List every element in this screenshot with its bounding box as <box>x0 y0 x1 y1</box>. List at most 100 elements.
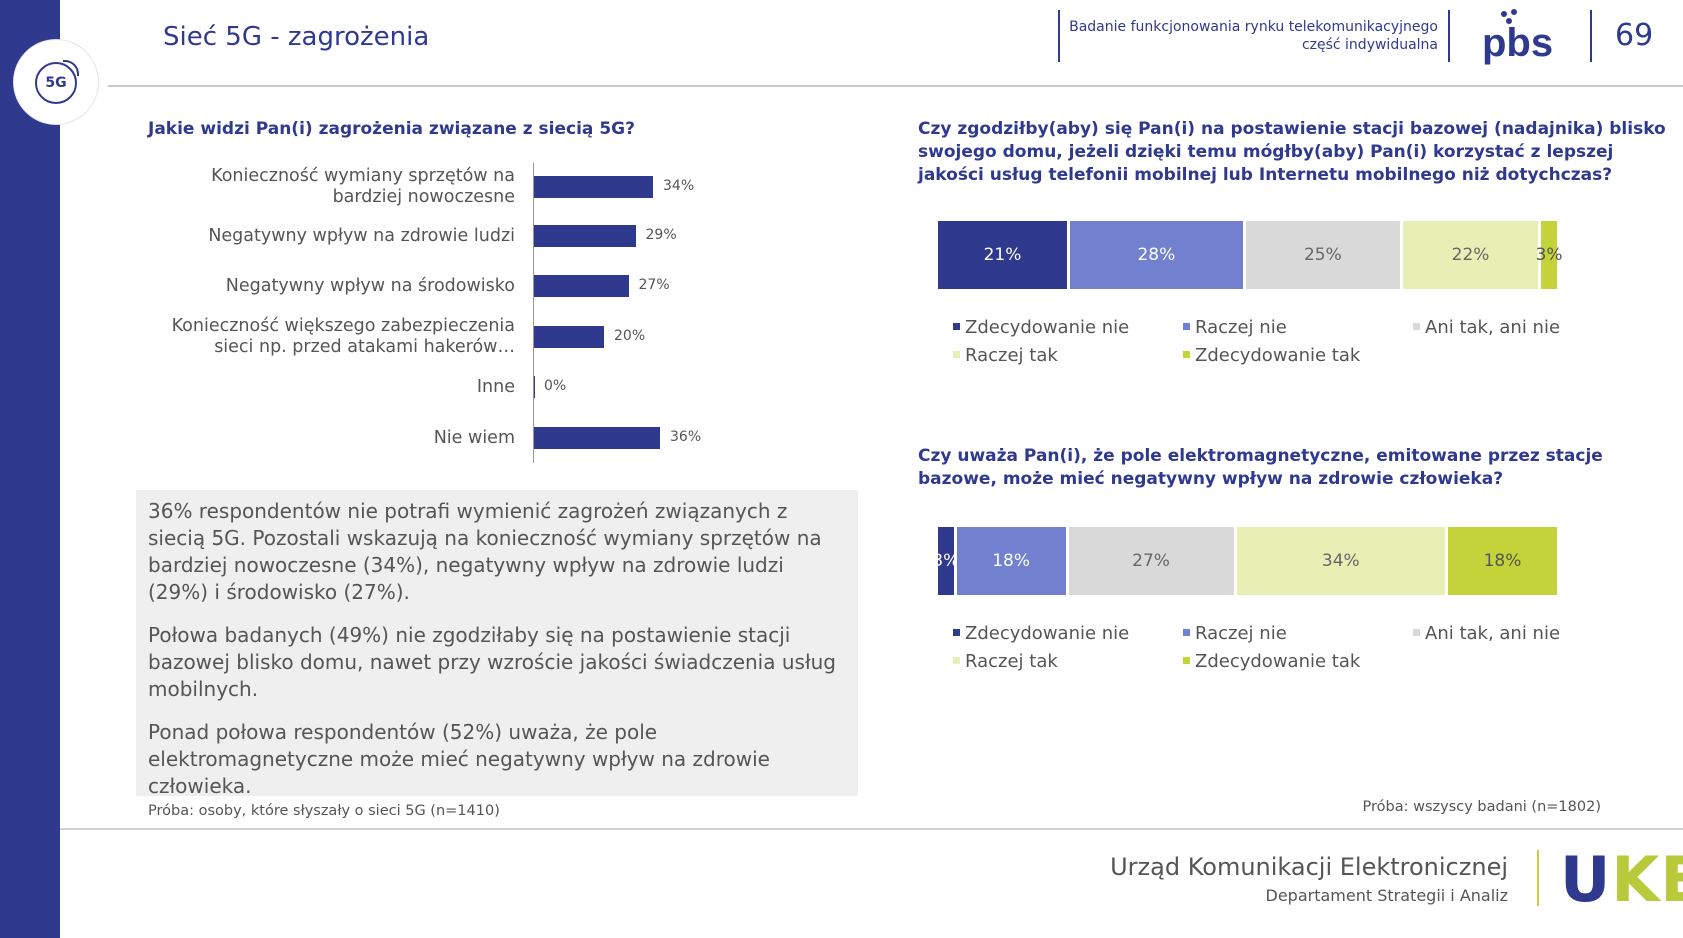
segment-value-label: 3% <box>932 551 960 571</box>
bar <box>534 427 660 449</box>
bar-category-label: Negatywny wpływ na zdrowie ludzi <box>150 226 515 247</box>
legend-swatch <box>1183 322 1190 330</box>
department-name: Departament Strategii i Analiz <box>1265 886 1508 905</box>
title-divider <box>108 85 1683 87</box>
segment-value-label: 18% <box>1483 551 1522 571</box>
segment-value-label: 28% <box>1137 245 1176 265</box>
bar-category-label: Inne <box>150 377 515 398</box>
sample-note-right: Próba: wszyscy badani (n=1802) <box>1362 799 1601 815</box>
segment-value-label: 22% <box>1451 245 1490 265</box>
legend-label: Raczej tak <box>965 345 1058 366</box>
chart3-title-line: Czy uważa Pan(i), że pole elektromagnety… <box>918 446 1603 466</box>
bar-value-label: 36% <box>670 429 702 445</box>
5g-icon: 5G <box>35 60 79 104</box>
chart1-axis <box>533 163 534 463</box>
header-divider <box>1448 10 1450 62</box>
legend-label: Raczej nie <box>1195 317 1287 338</box>
segment-value-label: 25% <box>1303 245 1342 265</box>
legend-item: Zdecydowanie tak <box>1183 345 1360 366</box>
summary-paragraph: 36% respondentów nie potrafi wymienić za… <box>148 499 822 604</box>
legend-item: Ani tak, ani nie <box>1413 317 1560 338</box>
bar <box>534 376 535 398</box>
legend-label: Ani tak, ani nie <box>1425 317 1561 338</box>
bar-category-label: Nie wiem <box>150 428 515 449</box>
stacked-segment: 18% <box>956 527 1066 595</box>
stacked-segment: 18% <box>1448 527 1557 595</box>
bar <box>534 225 636 247</box>
bar-category-label: Negatywny wpływ na środowisko <box>150 276 515 297</box>
left-band <box>0 0 60 938</box>
legend-label: Raczej tak <box>965 651 1058 672</box>
stacked-segment: 21% <box>938 221 1067 289</box>
chart3-title: Czy uważa Pan(i), że pole elektromagnety… <box>918 445 1603 491</box>
bar-category-label-line: Konieczność większego zabezpieczenia <box>171 316 515 336</box>
header-divider <box>1058 10 1060 62</box>
uke-logo-ke: KE <box>1611 843 1683 916</box>
bar-category-label-line: Negatywny wpływ na środowisko <box>225 275 515 296</box>
footer-divider <box>60 828 1683 830</box>
study-name: Badanie funkcjonowania rynku telekomunik… <box>1069 18 1438 54</box>
segment-value-label: 27% <box>1132 551 1170 571</box>
legend-swatch <box>1413 628 1420 636</box>
legend-label: Ani tak, ani nie <box>1425 623 1561 644</box>
bar-category-label-line: Negatywny wpływ na zdrowie ludzi <box>208 225 515 246</box>
signal-icon <box>63 60 79 76</box>
chart2-title-line: swojego domu, jeżeli dzięki temu mógłby(… <box>918 142 1614 162</box>
bar-value-label: 0% <box>544 378 567 394</box>
bar-category-label: Konieczność wymiany sprzętów na bardziej … <box>150 166 515 208</box>
bar-category-label-line: bardziej nowoczesne <box>332 187 515 207</box>
study-line-1: Badanie funkcjonowania rynku telekomunik… <box>1069 19 1438 35</box>
summary-paragraph: Połowa badanych (49%) nie zgodziłaby się… <box>148 623 836 701</box>
summary-paragraph: Ponad połowa respondentów (52%) uważa, ż… <box>148 720 770 798</box>
legend-label: Zdecydowanie nie <box>965 623 1130 644</box>
bar-category-label-line: Inne <box>476 376 515 397</box>
uke-logo-u: U <box>1560 843 1612 916</box>
chart3-title-line: bazowe, może mieć negatywny wpływ na zdr… <box>918 469 1504 489</box>
bar-category-label-line: sieci np. przed atakami hakerów… <box>214 337 515 357</box>
legend-swatch <box>1413 322 1420 330</box>
segment-value-label: 3% <box>1535 245 1563 265</box>
pbs-logo-text: pbs <box>1482 21 1553 65</box>
segment-value-label: 18% <box>992 551 1031 571</box>
summary-box: 36% respondentów nie potrafi wymienić za… <box>136 490 858 798</box>
uke-logo: UKE <box>1560 848 1683 912</box>
stacked-segment: 34% <box>1236 527 1446 595</box>
stacked-segment: 3% <box>1536 221 1563 289</box>
legend-swatch <box>1183 656 1190 664</box>
bar-category-label: Konieczność większego zabezpieczenia siec… <box>150 316 515 358</box>
bar-value-label: 34% <box>663 178 695 194</box>
page-number: 69 <box>1615 18 1654 53</box>
legend-swatch <box>1183 350 1190 358</box>
legend-item: Raczej tak <box>953 651 1058 672</box>
bar-value-label: 20% <box>614 328 646 344</box>
stacked-segment: 22% <box>1402 221 1539 289</box>
page-title: Sieć 5G - zagrożenia <box>163 22 430 52</box>
legend-label: Zdecydowanie tak <box>1195 651 1361 672</box>
bar-value-label: 29% <box>645 227 677 243</box>
legend-label: Zdecydowanie tak <box>1195 345 1361 366</box>
bar <box>534 326 604 348</box>
stacked-segment: 28% <box>1069 221 1243 289</box>
legend-swatch <box>953 656 960 664</box>
org-name: Urząd Komunikacji Elektronicznej <box>1110 853 1508 881</box>
stacked-segment: 25% <box>1245 221 1400 289</box>
legend-label: Raczej nie <box>1195 623 1287 644</box>
legend-swatch <box>953 628 960 636</box>
legend-swatch <box>953 322 960 330</box>
chart2-title: Czy zgodziłby(aby) się Pan(i) na postawi… <box>918 118 1666 187</box>
legend-swatch <box>953 350 960 358</box>
legend-swatch <box>1183 628 1190 636</box>
segment-value-label: 34% <box>1321 551 1360 571</box>
legend-item: Raczej nie <box>1183 317 1287 338</box>
footer-logo-divider <box>1537 850 1539 906</box>
legend-label: Zdecydowanie nie <box>965 317 1130 338</box>
segment-value-label: 21% <box>983 245 1022 265</box>
chart1-title: Jakie widzi Pan(i) zagrożenia związane z… <box>148 119 635 139</box>
header-divider <box>1590 10 1592 62</box>
chart2-title-line: jakości usług telefonii mobilnej lub Int… <box>918 165 1613 185</box>
legend-item: Zdecydowanie tak <box>1183 651 1360 672</box>
bar <box>534 275 629 297</box>
bar-value-label: 27% <box>638 277 670 293</box>
stacked-segment: 27% <box>1068 527 1234 595</box>
legend-item: Zdecydowanie nie <box>953 623 1129 644</box>
